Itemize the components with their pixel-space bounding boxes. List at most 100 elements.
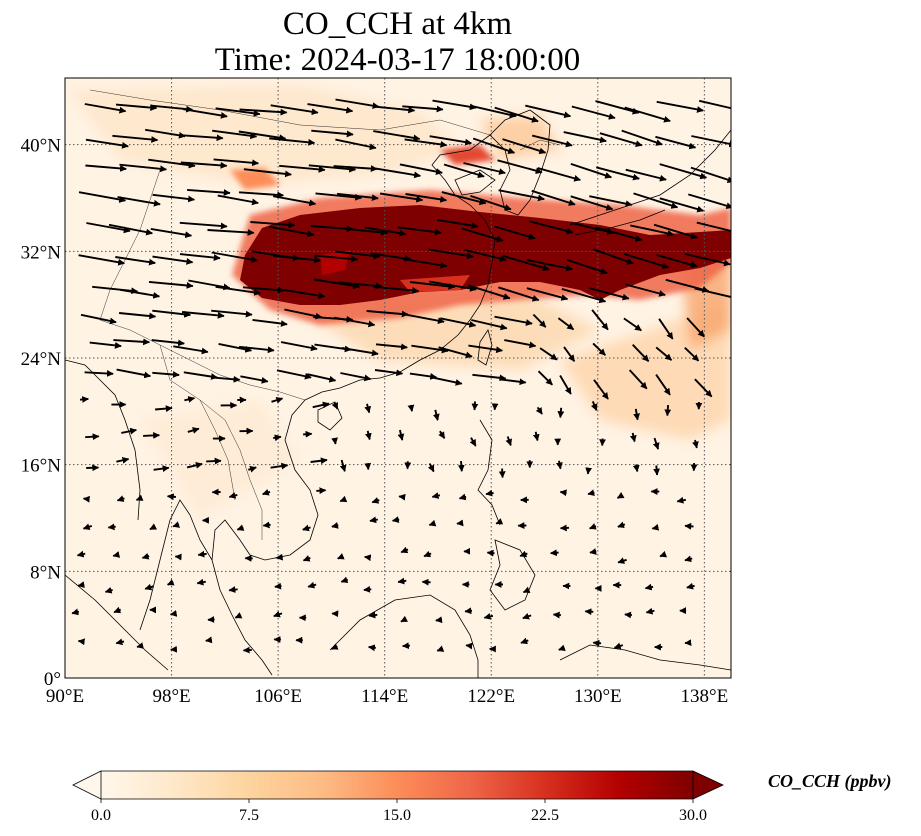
x-tick-label: 130°E [574,686,622,707]
wind-arrow [532,313,547,328]
wind-arrow [280,341,318,352]
wind-arrow [653,465,660,476]
wind-arrow [113,338,150,346]
wind-arrow [617,521,626,529]
wind-arrow [653,223,698,240]
wind-arrow [205,636,213,644]
wind-arrow [498,286,540,302]
wind-arrow [431,492,441,499]
wind-arrow [182,311,225,319]
wind-arrow [397,429,405,441]
wind-arrow [228,492,238,499]
wind-arrow [331,437,338,445]
wind-arrow [400,546,409,554]
wind-arrow [655,346,673,361]
wind-arrow [373,130,421,142]
wind-arrow [112,134,159,143]
wind-arrow [151,339,185,347]
wind-arrow [116,495,125,502]
wind-arrow [686,317,705,338]
wind-arrow [499,378,527,386]
chart-title-line2: Time: 2024-03-17 18:00:00 [214,42,581,78]
wind-arrow [458,493,467,501]
y-tick-label: 24°N [21,349,62,370]
wind-arrow [239,108,288,116]
wind-arrow [215,285,261,296]
wind-arrow [402,258,448,269]
wind-arrow [252,318,288,327]
wind-arrow [182,134,224,142]
wind-arrow [652,437,660,450]
colorbar-tick-label: 7.5 [239,807,259,824]
wind-arrow [197,550,207,558]
wind-arrow [525,104,572,119]
wind-arrow [571,105,616,120]
wind-arrow [368,611,378,619]
wind-arrow [441,191,487,206]
wind-arrow [587,489,595,497]
wind-arrow [152,255,194,265]
wind-arrow [375,343,408,351]
wind-arrow [632,344,650,362]
wind-arrow [115,103,158,111]
wind-arrow [552,611,561,619]
wind-arrow [584,608,594,616]
wind-arrow [71,608,80,616]
wind-arrow [690,166,731,184]
wind-arrow [85,164,127,172]
wind-arrow [174,553,182,561]
wind-arrow [472,373,507,382]
wind-arrow [659,550,668,558]
wind-arrow [339,459,347,472]
wind-arrow [274,582,282,590]
wind-arrow [179,253,221,261]
wind-arrow [187,427,200,434]
wind-arrow [262,489,271,496]
wind-arrow [407,404,415,412]
wind-arrow [590,401,598,411]
wind-arrow [537,167,581,182]
wind-arrow [340,576,349,584]
wind-arrow [155,405,173,413]
wind-arrow [656,253,698,269]
wind-arrow [624,611,632,619]
wind-arrow [613,642,624,650]
wind-vectors [71,98,731,654]
wind-arrow [557,317,575,331]
wind-arrow [438,430,446,439]
wind-arrow [302,555,311,562]
wind-arrow [375,167,421,179]
wind-arrow [684,522,694,530]
wind-arrow [655,374,671,396]
wind-arrow [250,221,296,229]
colorbar-label: CO_CCH (ppbv) [768,771,892,791]
wind-arrow [228,586,238,593]
wind-arrow [465,642,473,650]
wind-arrow [691,135,731,148]
wind-arrow [148,280,194,289]
x-tick-label: 122°E [467,686,515,707]
wind-arrow [150,227,193,239]
wind-arrow [402,642,410,650]
wind-arrow [537,370,553,386]
wind-arrow [502,254,550,272]
wind-arrow [119,163,167,173]
wind-arrow [136,642,144,649]
map-frame [64,77,732,679]
wind-arrow [555,460,563,470]
wind-arrow [120,288,161,299]
wind-arrow [429,135,472,146]
wind-arrow [213,375,241,383]
wind-arrow [632,464,640,473]
wind-arrow [141,552,150,560]
wind-arrow [623,317,642,332]
wind-arrow [236,524,245,531]
wind-arrow [592,639,602,647]
wind-arrow [238,130,287,142]
wind-arrow [659,163,708,180]
wind-arrow [173,345,209,355]
wind-arrow [270,462,289,470]
wind-arrow [469,104,517,119]
wind-arrow [502,138,547,155]
wind-arrow [342,227,388,236]
